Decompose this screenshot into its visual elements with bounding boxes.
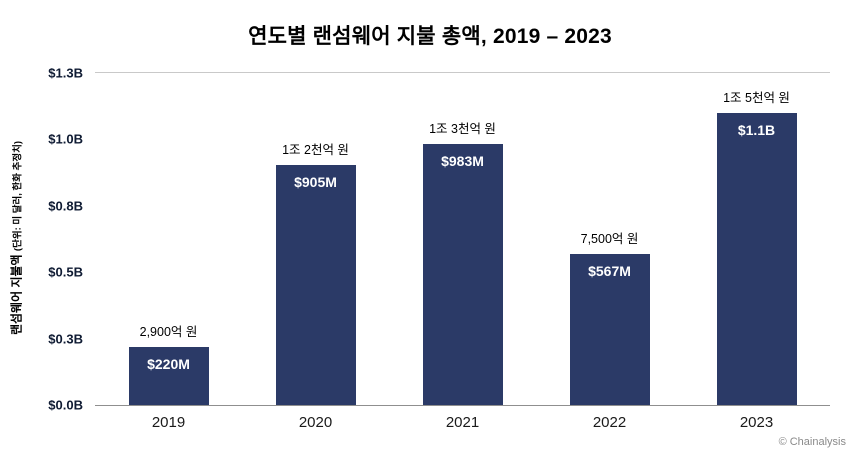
bar-value-label: $905M xyxy=(294,173,337,190)
bar-annotation-krw: 7,500억 원 xyxy=(580,232,639,247)
y-tick-label: $0.5B xyxy=(48,264,83,280)
chart-title: 연도별 랜섬웨어 지불 총액, 2019 – 2023 xyxy=(248,25,612,48)
y-tick-label: $1.0B xyxy=(48,131,83,147)
x-axis-labels: 2019 2020 2021 2022 2023 xyxy=(95,414,830,431)
bar-annotation-krw: 1조 3천억 원 xyxy=(429,121,496,136)
bar-2022: 7,500억 원 $567M xyxy=(569,232,650,405)
x-axis-label-2019: 2019 xyxy=(151,414,186,431)
bar-2020: 1조 2천억 원 $905M xyxy=(275,143,356,405)
bar-value-label: $567M xyxy=(588,263,631,280)
bars: 2,900억 원 $220M 1조 2천억 원 $905M 1조 3천억 원 $983M 7… xyxy=(95,73,830,405)
y-tick-label: $0.3B xyxy=(48,331,83,347)
y-axis-label: 랜섬웨어 지불액 (단위: 미 달러, 한화 추정치) xyxy=(8,141,25,335)
bar-group-2019: 2,900억 원 $220M xyxy=(128,73,209,405)
bar-2021: 1조 3천억 원 $983M xyxy=(422,122,503,405)
bar-annotation-krw: 1조 5천억 원 xyxy=(723,90,790,105)
source-credit: © Chainalysis xyxy=(778,436,846,448)
y-axis-label-main: 랜섬웨어 지불액 xyxy=(9,251,24,336)
bar-annotation-krw: 1조 2천억 원 xyxy=(282,142,349,157)
x-axis-label-2022: 2022 xyxy=(592,414,627,431)
bar-2019: 2,900억 원 $220M xyxy=(128,325,209,405)
bar-value-label: $220M xyxy=(147,355,190,372)
bar-group-2020: 1조 2천억 원 $905M xyxy=(275,73,356,405)
y-axis-label-sub: (단위: 미 달러, 한화 추정치) xyxy=(12,140,24,252)
x-axis-label-2023: 2023 xyxy=(739,414,774,431)
y-tick-label: $0.8B xyxy=(48,198,83,214)
y-tick-label: $0.0B xyxy=(48,397,83,413)
bar-value-label: $1.1B xyxy=(737,121,776,138)
y-tick-label: $1.3B xyxy=(48,65,83,81)
bar-annotation-krw: 2,900억 원 xyxy=(139,324,198,339)
bar-group-2023: 1조 5천억 원 $1.1B xyxy=(716,73,797,405)
bar-group-2021: 1조 3천억 원 $983M xyxy=(422,73,503,405)
x-axis-label-2020: 2020 xyxy=(298,414,333,431)
x-axis-label-2021: 2021 xyxy=(445,414,480,431)
bar-value-label: $983M xyxy=(441,152,484,169)
bar-2023: 1조 5천억 원 $1.1B xyxy=(716,91,797,405)
plot-area: $0.0B $0.3B $0.5B $0.8B $1.0B $1.3B 2,900억 원 $… xyxy=(48,66,830,413)
bar-group-2022: 7,500억 원 $567M xyxy=(569,73,650,405)
